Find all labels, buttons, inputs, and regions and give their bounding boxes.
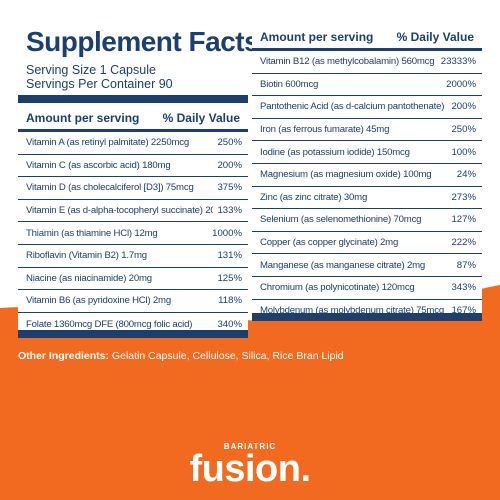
daily-value-header: % Daily Value [396, 30, 474, 44]
nutrient-dv: 250% [217, 137, 242, 149]
nutrient-name: Vitamin E (as d-alpha-tocopheryl succina… [26, 205, 214, 217]
supplement-facts-title: Supplement Facts [26, 26, 260, 57]
thick-divider [18, 95, 248, 103]
nutrient-row: Vitamin D (as cholecalciferol [D3]) 75mc… [18, 177, 248, 200]
nutrient-name: Vitamin A (as retinyl palmitate) 2250mcg [26, 137, 189, 149]
header-divider [18, 129, 248, 132]
brand-logo: fusion. [189, 448, 311, 490]
nutrient-dv: 222% [451, 237, 476, 249]
nutrient-row: Magnesium (as magnesium oxide) 100mg 24% [252, 164, 482, 187]
nutrient-row: Vitamin C (as ascorbic acid) 180mg 200% [18, 155, 248, 178]
nutrient-row: Vitamin B12 (as methylcobalamin) 560mcg 2… [252, 51, 482, 74]
nutrient-row: Zinc (as zinc citrate) 30mg 273% [252, 187, 482, 210]
nutrient-name: Zinc (as zinc citrate) 30mg [260, 191, 368, 203]
nutrient-dv: 2000% [446, 78, 476, 90]
other-ingredients-text: Gelatin Capsule, Cellulose, Silica, Rice… [109, 350, 344, 362]
nutrient-row: Iodine (as potassium iodide) 150mcg 100% [252, 141, 482, 164]
daily-value-header: % Daily Value [162, 111, 240, 125]
nutrient-dv: 343% [451, 282, 476, 294]
nutrient-name: Vitamin D (as cholecalciferol [D3]) 75mc… [26, 182, 194, 194]
column-header: Amount per serving % Daily Value [252, 27, 482, 47]
nutrient-row: Iron (as ferrous fumarate) 45mg 250% [252, 119, 482, 142]
nutrient-dv: 127% [451, 214, 476, 226]
nutrient-name: Riboflavin (Vitamin B2) 1.7mg [26, 250, 147, 262]
nutrient-row: Pantothenic Acid (as d-calcium pantothen… [252, 96, 482, 119]
nutrient-row: Biotin 600mcg 2000% [252, 74, 482, 97]
nutrient-list-left: Vitamin A (as retinyl palmitate) 2250mcg… [18, 132, 248, 335]
nutrient-name: Biotin 600mcg [260, 78, 319, 90]
nutrient-dv: 118% [218, 295, 242, 307]
nutrient-row: Molybdenum (as molybdenum citrate) 75mcg… [252, 300, 482, 323]
nutrient-name: Copper (as copper glycinate) 2mg [260, 237, 399, 249]
serving-size: Serving Size 1 Capsule [26, 63, 156, 77]
header-divider [252, 48, 482, 51]
brand-tagline: BARIATRIC [223, 442, 277, 451]
nutrient-row: Vitamin B6 (as pyridoxine HCl) 2mg 118% [18, 290, 248, 313]
nutrient-dv: 250% [451, 124, 476, 136]
nutrient-row: Niacine (as niacinamide) 20mg 125% [18, 268, 248, 291]
amount-per-serving-header: Amount per serving [26, 111, 140, 125]
nutrient-dv: 131% [217, 250, 242, 262]
nutrient-name: Thiamin (as thiamine HCl) 12mg [26, 227, 158, 239]
nutrient-name: Manganese (as manganese citrate) 2mg [260, 259, 426, 271]
nutrient-name: Pantothenic Acid (as d-calcium pantothen… [260, 101, 447, 113]
nutrient-dv: 125% [217, 272, 242, 284]
column-header: Amount per serving % Daily Value [18, 108, 248, 128]
nutrient-name: Vitamin C (as ascorbic acid) 180mg [26, 159, 171, 171]
bottom-divider [252, 313, 482, 321]
nutrient-row: Riboflavin (Vitamin B2) 1.7mg 131% [18, 245, 248, 268]
nutrient-list-right: Vitamin B12 (as methylcobalamin) 560mcg 2… [252, 51, 482, 322]
nutrient-name: Iodine (as potassium iodide) 150mcg [260, 146, 410, 158]
nutrient-row: Chromium (as polynicotinate) 120mcg 343% [252, 277, 482, 300]
nutrient-name: Magnesium (as magnesium oxide) 100mg [260, 169, 432, 181]
amount-per-serving-header: Amount per serving [260, 30, 374, 44]
nutrient-row: Thiamin (as thiamine HCl) 12mg 1000% [18, 222, 248, 245]
nutrient-row: Manganese (as manganese citrate) 2mg 87% [252, 254, 482, 277]
nutrient-dv: 273% [451, 191, 476, 203]
nutrient-name: Niacine (as niacinamide) 20mg [26, 272, 152, 284]
nutrient-name: Folate 1360mcg DFE (800mcg folic acid) [26, 318, 193, 330]
nutrient-dv: 24% [456, 169, 476, 181]
servings-per-container: Servings Per Container 90 [26, 77, 173, 91]
nutrient-dv: 167% [451, 305, 476, 317]
nutrient-dv: 23333% [440, 56, 476, 68]
nutrient-row: Vitamin A (as retinyl palmitate) 2250mcg… [18, 132, 248, 155]
bottom-divider [18, 330, 248, 338]
other-ingredients: Other Ingredients: Gelatin Capsule, Cell… [18, 350, 344, 362]
nutrient-name: Iron (as ferrous fumarate) 45mg [260, 124, 390, 136]
nutrient-name: Chromium (as polynicotinate) 120mcg [260, 282, 415, 294]
nutrient-row: Copper (as copper glycinate) 2mg 222% [252, 232, 482, 255]
nutrient-dv: 133% [217, 205, 242, 217]
nutrient-dv: 100% [451, 146, 476, 158]
other-ingredients-label: Other Ingredients: [18, 350, 110, 362]
nutrient-row: Vitamin E (as d-alpha-tocopheryl succina… [18, 200, 248, 223]
nutrient-dv: 375% [217, 182, 242, 194]
nutrient-dv: 340% [217, 318, 242, 330]
nutrient-dv: 200% [217, 159, 242, 171]
nutrient-dv: 200% [451, 101, 476, 113]
nutrient-name: Molybdenum (as molybdenum citrate) 75mcg [260, 305, 444, 317]
nutrient-row: Folate 1360mcg DFE (800mcg folic acid) 34… [18, 313, 248, 336]
supplement-facts-panel-left: Supplement Facts Serving Size 1 Capsule … [18, 0, 260, 338]
nutrient-name: Selenium (as selenomethionine) 70mcg [260, 214, 422, 226]
nutrient-dv: 87% [456, 259, 476, 271]
nutrient-dv: 1000% [212, 227, 242, 239]
nutrient-name: Vitamin B12 (as methylcobalamin) 560mcg [260, 56, 435, 68]
nutrient-name: Vitamin B6 (as pyridoxine HCl) 2mg [26, 295, 171, 307]
nutrient-row: Selenium (as selenomethionine) 70mcg 127% [252, 209, 482, 232]
supplement-facts-panel-right: Amount per serving % Daily Value Vitamin… [252, 0, 482, 321]
